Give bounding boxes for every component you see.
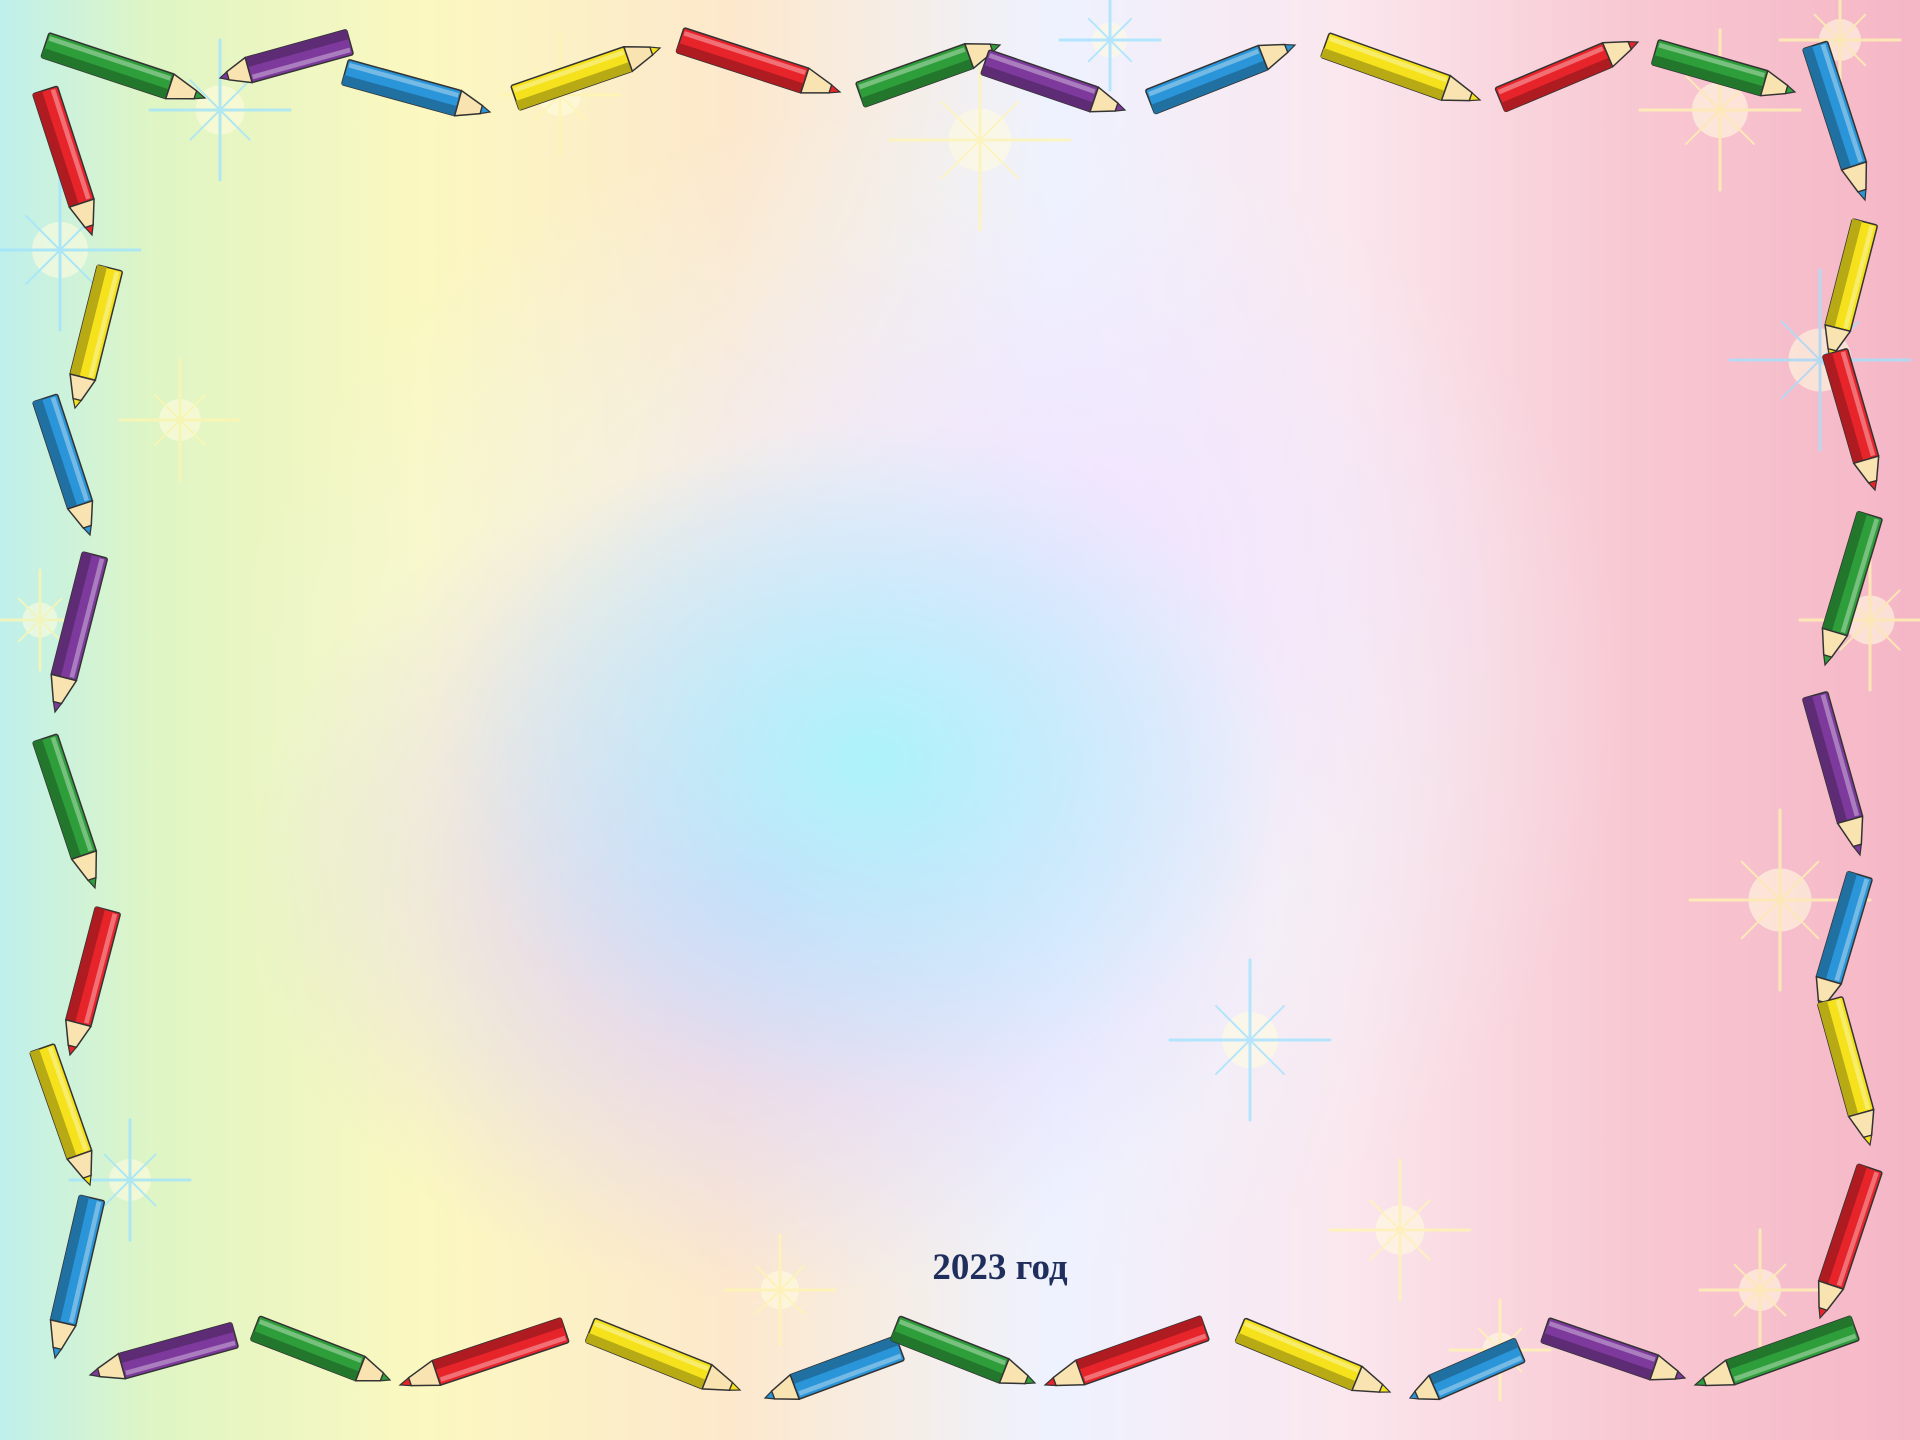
- pencil-icon: [585, 1318, 745, 1402]
- pencil-icon: [1041, 1316, 1210, 1397]
- pencil-icon: [57, 907, 120, 1059]
- pencil-icon: [981, 50, 1129, 123]
- pencil-icon: [33, 86, 105, 239]
- pencil-icon: [1235, 1318, 1395, 1404]
- pencil-icon: [1495, 30, 1643, 112]
- pencil-icon: [1651, 40, 1798, 105]
- pencil-icon: [1802, 691, 1872, 858]
- pencil-icon: [33, 394, 103, 539]
- pencil-icon: [760, 1336, 904, 1410]
- pencil-icon: [396, 1318, 569, 1398]
- pencil-icon: [1321, 33, 1485, 113]
- pencil-icon: [676, 28, 844, 105]
- pencil-icon: [250, 1316, 394, 1392]
- pencil-icon: [1813, 511, 1883, 668]
- pencil-icon: [41, 33, 209, 111]
- pencil-icon: [890, 1316, 1040, 1395]
- pencil-icon: [1803, 41, 1878, 204]
- pencil-icon: [30, 1044, 103, 1190]
- pencil-icon: [1541, 1318, 1689, 1391]
- pencil-icon: [342, 59, 494, 124]
- pencil-icon: [33, 734, 108, 892]
- pencil-icon: [1405, 1338, 1525, 1410]
- pencil-icon: [217, 29, 354, 90]
- pencil-icon: [1145, 33, 1300, 114]
- pencil-icon: [1808, 1164, 1883, 1322]
- pencil-icon: [62, 265, 122, 411]
- year-label: 2023 год: [40, 1246, 1920, 1289]
- pencil-icon: [1691, 1316, 1860, 1397]
- pencil-icon: [87, 1322, 239, 1387]
- pencil-icon: [1808, 871, 1873, 1013]
- pencil-icon: [511, 36, 664, 111]
- pencil-icon: [1823, 348, 1888, 493]
- pencil-icon: [42, 552, 107, 715]
- pencil-icon: [1817, 219, 1877, 361]
- pencil-icon: [1817, 997, 1882, 1149]
